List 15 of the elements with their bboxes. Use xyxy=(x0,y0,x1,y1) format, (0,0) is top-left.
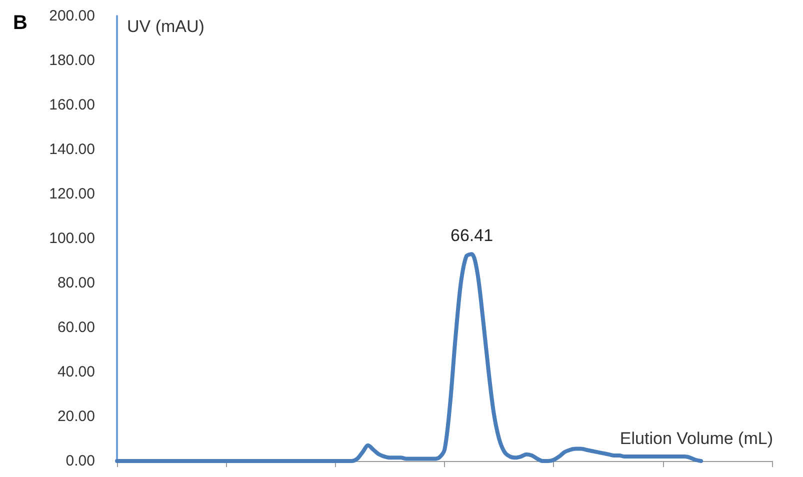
y-tick-label: 200.00 xyxy=(49,8,95,24)
y-tick-label: 160.00 xyxy=(49,96,95,114)
x-axis-title: Elution Volume (mL) xyxy=(620,429,774,448)
y-tick-label: 120.00 xyxy=(49,186,95,202)
chart-title: B xyxy=(13,12,28,34)
y-tick-label: 60.00 xyxy=(57,319,95,336)
y-tick-label: 140.00 xyxy=(49,141,95,158)
y-axis-title: UV (mAU) xyxy=(127,17,204,36)
annotation: 66.41 xyxy=(450,226,494,246)
y-tick-label: 80.00 xyxy=(57,274,95,292)
y-tick-label: 100.00 xyxy=(49,230,95,247)
y-tick-label: 20.00 xyxy=(57,408,95,425)
y-tick-label: 0.00 xyxy=(66,452,95,470)
y-tick-label: 40.00 xyxy=(57,364,95,380)
y-tick-label: 180.00 xyxy=(49,52,95,69)
